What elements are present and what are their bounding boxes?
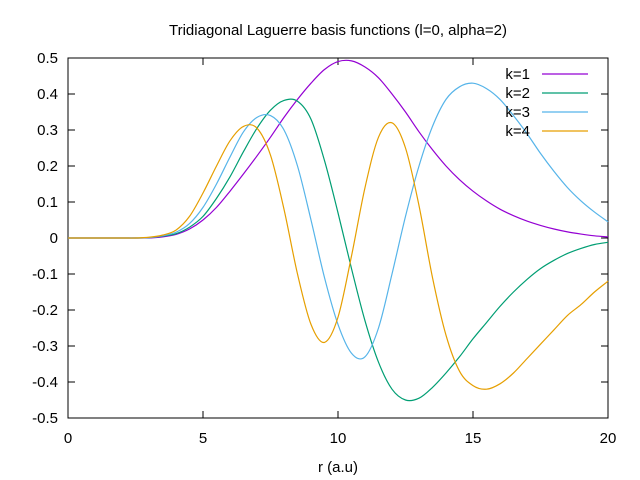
y-tick-label: -0.3 (32, 338, 58, 355)
legend-label: k=2 (505, 85, 530, 102)
chart-title: Tridiagonal Laguerre basis functions (l=… (169, 22, 507, 39)
legend-label: k=4 (505, 123, 530, 140)
y-tick-label: -0.5 (32, 410, 58, 427)
series-line-4 (67, 121, 609, 390)
legend-label: k=3 (505, 104, 530, 121)
x-tick-label: 15 (465, 430, 482, 447)
x-tick-label: 5 (199, 430, 207, 447)
y-tick-label: 0.1 (37, 194, 58, 211)
y-tick-label: 0.5 (37, 50, 58, 67)
series-line-3 (67, 82, 609, 360)
axis-ticks: -0.5 -0.4 -0.3 -0.2 -0.1 0 0.1 0.2 0.3 0.4 0.5 0 5 10… (32, 50, 616, 447)
y-tick-label: 0.4 (37, 86, 58, 103)
x-tick-label: 0 (64, 430, 72, 447)
x-tick-label: 20 (600, 430, 617, 447)
series-layer (67, 59, 609, 402)
y-tick-label: -0.4 (32, 374, 58, 391)
x-tick-label: 10 (330, 430, 347, 447)
y-tick-label: 0.3 (37, 122, 58, 139)
y-tick-label: -0.2 (32, 302, 58, 319)
y-tick-label: 0 (50, 230, 58, 247)
legend-label: k=1 (505, 66, 530, 83)
legend: k=1 k=2 k=3 k=4 (505, 66, 588, 140)
series-line-2 (67, 98, 609, 402)
x-axis-label: r (a.u) (318, 459, 358, 476)
series-line-1 (67, 59, 609, 239)
y-tick-label: -0.1 (32, 266, 58, 283)
y-tick-label: 0.2 (37, 158, 58, 175)
